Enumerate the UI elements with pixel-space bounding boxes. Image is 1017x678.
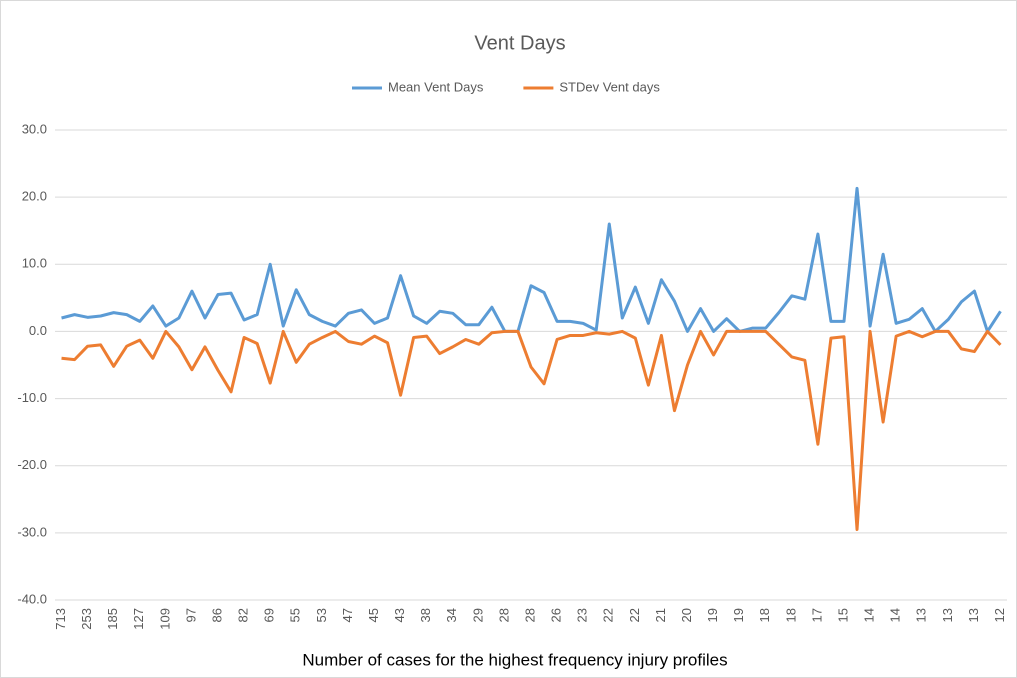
chart-title: Vent Days <box>474 32 565 54</box>
x-tick-label: 82 <box>236 608 251 622</box>
x-tick-label: 12 <box>992 608 1007 622</box>
x-tick-label: 19 <box>731 608 746 622</box>
x-tick-label: 29 <box>470 608 485 622</box>
y-tick-label: 20.0 <box>22 189 47 204</box>
x-tick-label: 14 <box>862 608 877 622</box>
x-tick-label: 13 <box>940 608 955 622</box>
y-tick-label: 0.0 <box>29 323 47 338</box>
x-tick-label: 713 <box>53 608 68 630</box>
data-line <box>61 329 1002 531</box>
x-tick-label: 127 <box>131 608 146 630</box>
x-tick-label: 97 <box>183 608 198 622</box>
x-tick-label: 18 <box>783 608 798 622</box>
data-line <box>61 186 1002 333</box>
x-tick-label: 18 <box>757 608 772 622</box>
y-tick-label: -30.0 <box>17 524 47 539</box>
x-tick-label: 17 <box>809 608 824 622</box>
x-tick-label: 45 <box>366 608 381 622</box>
legend-label: Mean Vent Days <box>388 79 484 94</box>
x-tick-label: 15 <box>835 608 850 622</box>
x-tick-label: 53 <box>314 608 329 622</box>
x-tick-label: 26 <box>549 608 564 622</box>
x-tick-label: 20 <box>679 608 694 622</box>
x-tick-label: 109 <box>157 608 172 630</box>
y-tick-label: 30.0 <box>22 121 47 136</box>
x-tick-label: 14 <box>888 608 903 622</box>
legend-label: STDev Vent days <box>559 79 660 94</box>
x-tick-label: 13 <box>966 608 981 622</box>
x-tick-label: 28 <box>496 608 511 622</box>
x-tick-label: 253 <box>79 608 94 630</box>
x-tick-label: 28 <box>522 608 537 622</box>
y-tick-label: -40.0 <box>17 591 47 606</box>
y-tick-label: -10.0 <box>17 390 47 405</box>
x-tick-label: 22 <box>627 608 642 622</box>
x-tick-label: 38 <box>418 608 433 622</box>
y-tick-label: -20.0 <box>17 457 47 472</box>
x-tick-label: 22 <box>601 608 616 622</box>
x-tick-label: 55 <box>288 608 303 622</box>
x-tick-label: 19 <box>705 608 720 622</box>
x-axis-title: Number of cases for the highest frequenc… <box>302 650 727 669</box>
x-tick-label: 69 <box>262 608 277 622</box>
x-tick-label: 185 <box>105 608 120 630</box>
x-tick-label: 13 <box>914 608 929 622</box>
x-tick-label: 86 <box>209 608 224 622</box>
x-tick-label: 43 <box>392 608 407 622</box>
x-tick-label: 47 <box>340 608 355 622</box>
y-tick-label: 10.0 <box>22 256 47 271</box>
x-tick-label: 21 <box>653 608 668 622</box>
x-tick-label: 23 <box>575 608 590 622</box>
x-tick-label: 34 <box>444 608 459 622</box>
